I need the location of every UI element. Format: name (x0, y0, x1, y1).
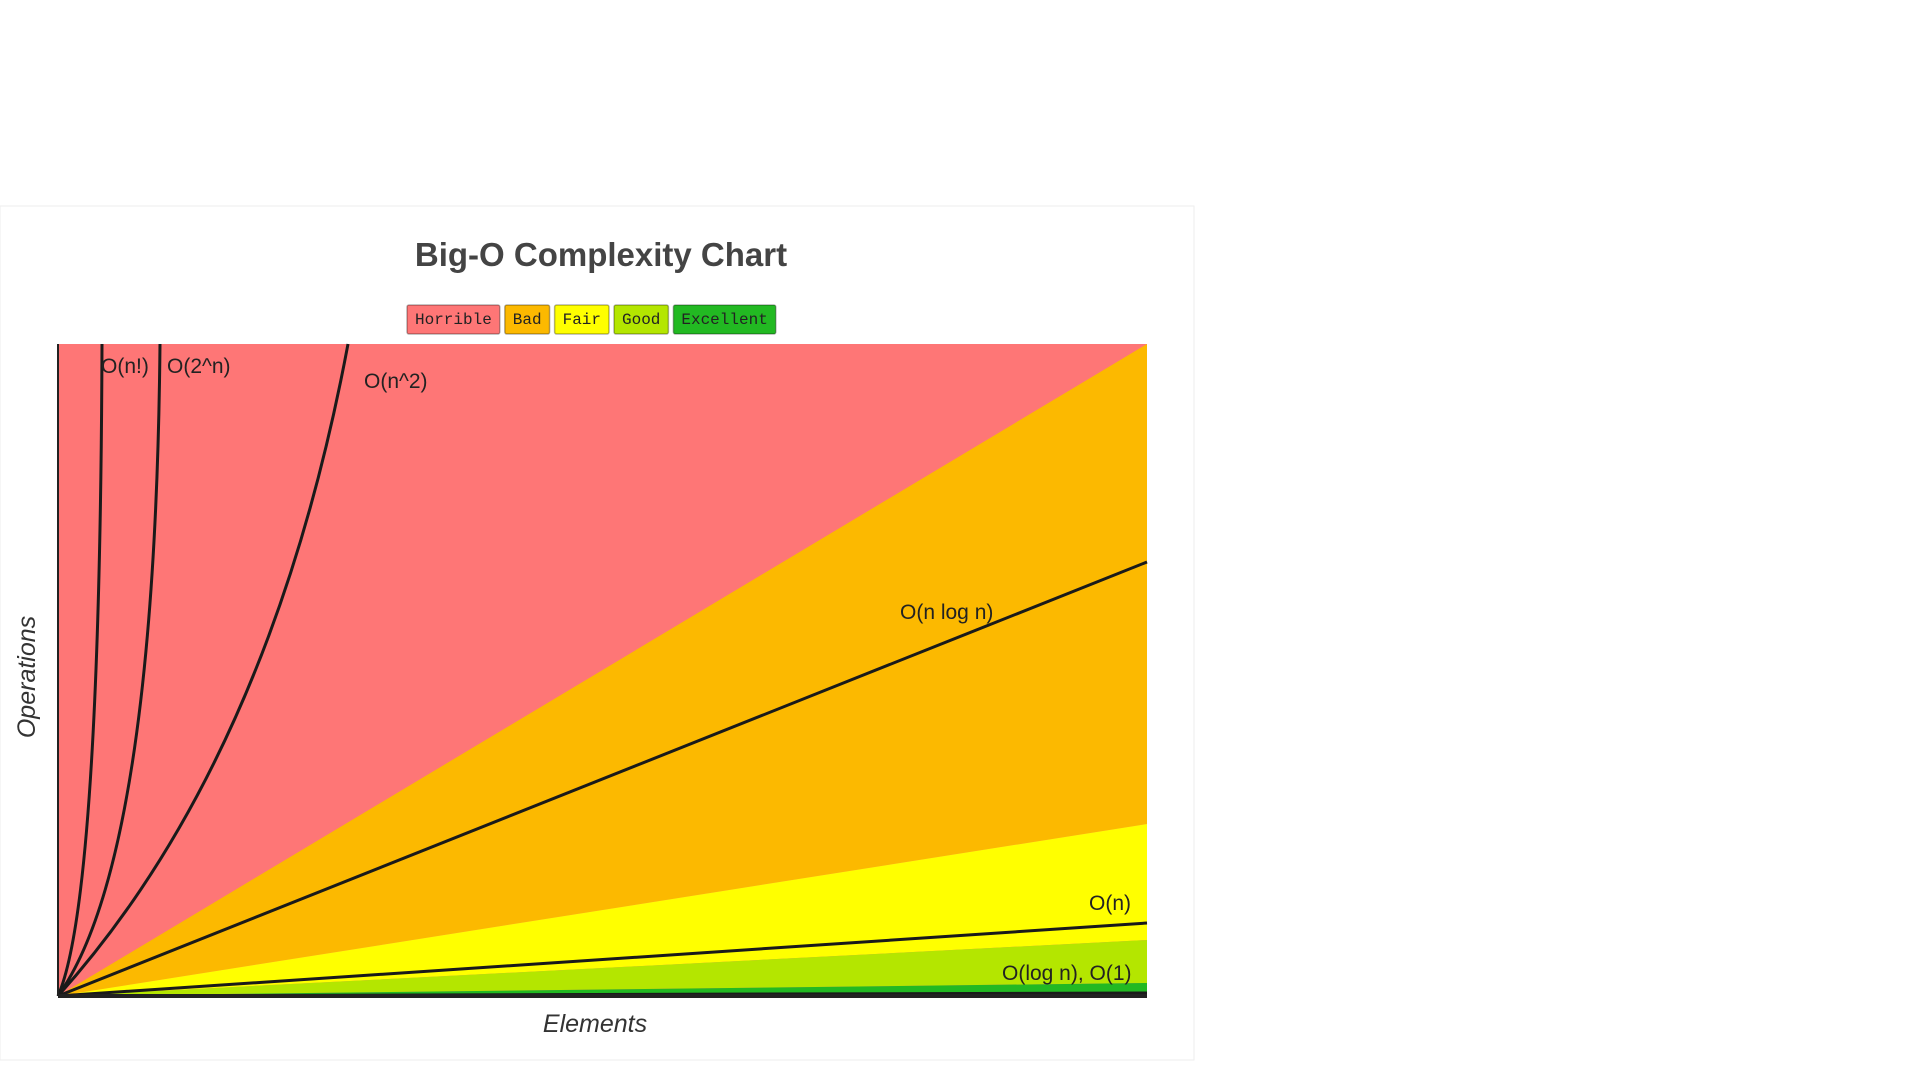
region-bad (58, 344, 1147, 996)
regions (58, 344, 1147, 996)
legend-label: Horrible (415, 311, 492, 329)
curve-quadratic (56, 343, 350, 998)
curve-label: O(n) (1089, 892, 1131, 915)
curve-nlogn (57, 560, 1148, 998)
legend-swatch (553, 304, 610, 335)
legend-label: Fair (563, 311, 601, 329)
legend-swatch (672, 304, 777, 335)
legend: Horrible Bad Fair Good Excellent (406, 304, 777, 335)
region-fair (58, 824, 1147, 996)
chart-title: Big-O Complexity Chart (415, 236, 787, 273)
curve-label: O(n log n) (900, 601, 993, 624)
curve-label: O(log n), O(1) (1002, 962, 1132, 985)
curve-linear (57, 921, 1148, 998)
legend-label: Excellent (681, 311, 767, 329)
curve-label: O(n^2) (364, 370, 428, 393)
legend-label: Bad (513, 311, 542, 329)
legend-swatch (613, 304, 670, 335)
curve-factorial (56, 343, 104, 997)
curve-exponential (56, 343, 162, 997)
curve-label: O(2^n) (167, 355, 231, 378)
curve-label: O(n!) (101, 355, 149, 378)
x-axis-label: Elements (543, 1010, 647, 1038)
legend-label: Good (622, 311, 660, 329)
legend-swatch (504, 304, 551, 335)
region-good (58, 940, 1147, 996)
legend-swatch (406, 304, 501, 335)
y-axis-label: Operations (13, 616, 41, 738)
